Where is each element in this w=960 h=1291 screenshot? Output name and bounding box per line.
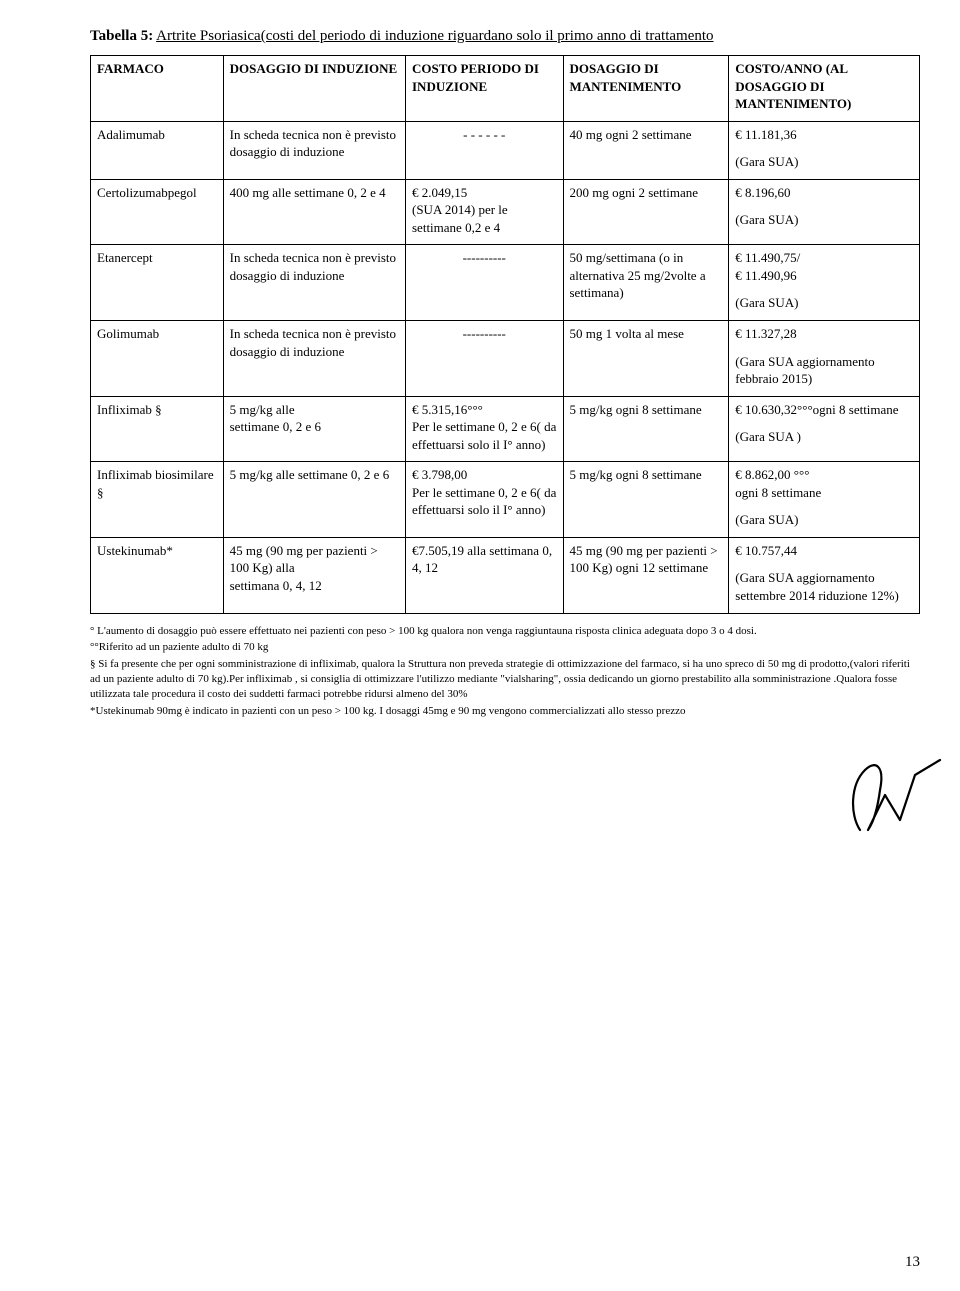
table-cell: 45 mg (90 mg per pazienti > 100 Kg) alla… bbox=[223, 537, 405, 613]
table-cell: 5 mg/kg ogni 8 settimane bbox=[563, 396, 729, 462]
footnote-4: *Ustekinumab 90mg è indicato in pazienti… bbox=[90, 704, 920, 719]
cost-value: € 8.196,60 bbox=[735, 185, 790, 200]
cost-value: € 11.490,75/ € 11.490,96 bbox=[735, 250, 800, 283]
table-cell: ---------- bbox=[406, 245, 564, 321]
cost-value: € 10.630,32°°°ogni 8 settimane bbox=[735, 402, 898, 417]
table-cell: € 8.196,60 (Gara SUA) bbox=[729, 179, 920, 245]
table-cell: € 3.798,00 Per le settimane 0, 2 e 6( da… bbox=[406, 462, 564, 538]
table-cell: € 10.757,44 (Gara SUA aggiornamento sette… bbox=[729, 537, 920, 613]
table-cell: €7.505,19 alla settimana 0, 4, 12 bbox=[406, 537, 564, 613]
table-body: AdalimumabIn scheda tecnica non è previs… bbox=[91, 121, 920, 613]
table-cell: ---------- bbox=[406, 321, 564, 397]
spacer bbox=[735, 143, 913, 153]
cost-note: (Gara SUA) bbox=[735, 512, 798, 527]
spacer bbox=[735, 201, 913, 211]
table-cell: 45 mg (90 mg per pazienti > 100 Kg) ogni… bbox=[563, 537, 729, 613]
table-row: GolimumabIn scheda tecnica non è previst… bbox=[91, 321, 920, 397]
col-header-costo-induzione: COSTO PERIODO DI INDUZIONE bbox=[406, 56, 564, 122]
table-cell: Golimumab bbox=[91, 321, 224, 397]
table-cell: 5 mg/kg ogni 8 settimane bbox=[563, 462, 729, 538]
table-row: AdalimumabIn scheda tecnica non è previs… bbox=[91, 121, 920, 179]
table-cell: In scheda tecnica non è previsto dosaggi… bbox=[223, 321, 405, 397]
table-cell: In scheda tecnica non è previsto dosaggi… bbox=[223, 121, 405, 179]
cost-note: (Gara SUA aggiornamento febbraio 2015) bbox=[735, 354, 874, 387]
table-row: Ustekinumab*45 mg (90 mg per pazienti > … bbox=[91, 537, 920, 613]
footnote-3: § Si fa presente che per ogni somministr… bbox=[90, 657, 920, 702]
table-cell: € 5.315,16°°° Per le settimane 0, 2 e 6(… bbox=[406, 396, 564, 462]
table-cell: Infliximab § bbox=[91, 396, 224, 462]
table-row: EtanerceptIn scheda tecnica non è previs… bbox=[91, 245, 920, 321]
cost-note: (Gara SUA) bbox=[735, 295, 798, 310]
table-cell: 50 mg/settimana (o in alternativa 25 mg/… bbox=[563, 245, 729, 321]
table-row: Infliximab §5 mg/kg alle settimane 0, 2 … bbox=[91, 396, 920, 462]
table-header-row: FARMACO DOSAGGIO DI INDUZIONE COSTO PERI… bbox=[91, 56, 920, 122]
cost-table: FARMACO DOSAGGIO DI INDUZIONE COSTO PERI… bbox=[90, 55, 920, 614]
table-cell: Etanercept bbox=[91, 245, 224, 321]
col-header-dosaggio-mantenimento: DOSAGGIO DI MANTENIMENTO bbox=[563, 56, 729, 122]
table-cell: Ustekinumab* bbox=[91, 537, 224, 613]
table-cell: € 11.181,36 (Gara SUA) bbox=[729, 121, 920, 179]
spacer bbox=[735, 418, 913, 428]
table-cell: € 10.630,32°°°ogni 8 settimane (Gara SUA … bbox=[729, 396, 920, 462]
table-caption: Tabella 5: Artrite Psoriasica(costi del … bbox=[90, 28, 920, 45]
page: Tabella 5: Artrite Psoriasica(costi del … bbox=[0, 0, 960, 1291]
spacer bbox=[735, 284, 913, 294]
spacer bbox=[735, 343, 913, 353]
col-header-costo-anno: COSTO/ANNO (AL DOSAGGIO DI MANTENIMENTO) bbox=[729, 56, 920, 122]
table-cell: 5 mg/kg alle settimane 0, 2 e 6 bbox=[223, 462, 405, 538]
spacer bbox=[735, 559, 913, 569]
table-cell: € 11.327,28 (Gara SUA aggiornamento febbr… bbox=[729, 321, 920, 397]
cost-note: (Gara SUA) bbox=[735, 212, 798, 227]
cost-note: (Gara SUA aggiornamento settembre 2014 r… bbox=[735, 570, 899, 603]
cost-value: € 11.327,28 bbox=[735, 326, 796, 341]
spacer bbox=[735, 501, 913, 511]
cost-note: (Gara SUA) bbox=[735, 154, 798, 169]
table-cell: - - - - - - bbox=[406, 121, 564, 179]
footnote-1: ° L'aumento di dosaggio può essere effet… bbox=[90, 624, 920, 639]
table-cell: In scheda tecnica non è previsto dosaggi… bbox=[223, 245, 405, 321]
cost-value: € 11.181,36 bbox=[735, 127, 796, 142]
table-cell: € 11.490,75/ € 11.490,96 (Gara SUA) bbox=[729, 245, 920, 321]
col-header-farmaco: FARMACO bbox=[91, 56, 224, 122]
table-cell: 200 mg ogni 2 settimane bbox=[563, 179, 729, 245]
table-cell: 5 mg/kg alle settimane 0, 2 e 6 bbox=[223, 396, 405, 462]
cost-value: € 8.862,00 °°° ogni 8 settimane bbox=[735, 467, 821, 500]
signature-mark bbox=[840, 750, 950, 840]
caption-text: Artrite Psoriasica(costi del periodo di … bbox=[156, 28, 713, 44]
table-cell: Certolizumabpegol bbox=[91, 179, 224, 245]
table-cell: 400 mg alle settimane 0, 2 e 4 bbox=[223, 179, 405, 245]
table-row: Infliximab biosimilare §5 mg/kg alle set… bbox=[91, 462, 920, 538]
caption-label: Tabella 5: bbox=[90, 28, 153, 44]
table-cell: € 2.049,15 (SUA 2014) per le settimane 0… bbox=[406, 179, 564, 245]
footnote-2: °°Riferito ad un paziente adulto di 70 k… bbox=[90, 640, 920, 655]
footnotes: ° L'aumento di dosaggio può essere effet… bbox=[90, 624, 920, 719]
col-header-dosaggio-induzione: DOSAGGIO DI INDUZIONE bbox=[223, 56, 405, 122]
table-cell: 40 mg ogni 2 settimane bbox=[563, 121, 729, 179]
table-cell: € 8.862,00 °°° ogni 8 settimane (Gara SUA… bbox=[729, 462, 920, 538]
page-number: 13 bbox=[905, 1254, 920, 1271]
cost-note: (Gara SUA ) bbox=[735, 429, 801, 444]
table-cell: Infliximab biosimilare § bbox=[91, 462, 224, 538]
table-cell: 50 mg 1 volta al mese bbox=[563, 321, 729, 397]
cost-value: € 10.757,44 bbox=[735, 543, 797, 558]
table-row: Certolizumabpegol400 mg alle settimane 0… bbox=[91, 179, 920, 245]
table-cell: Adalimumab bbox=[91, 121, 224, 179]
